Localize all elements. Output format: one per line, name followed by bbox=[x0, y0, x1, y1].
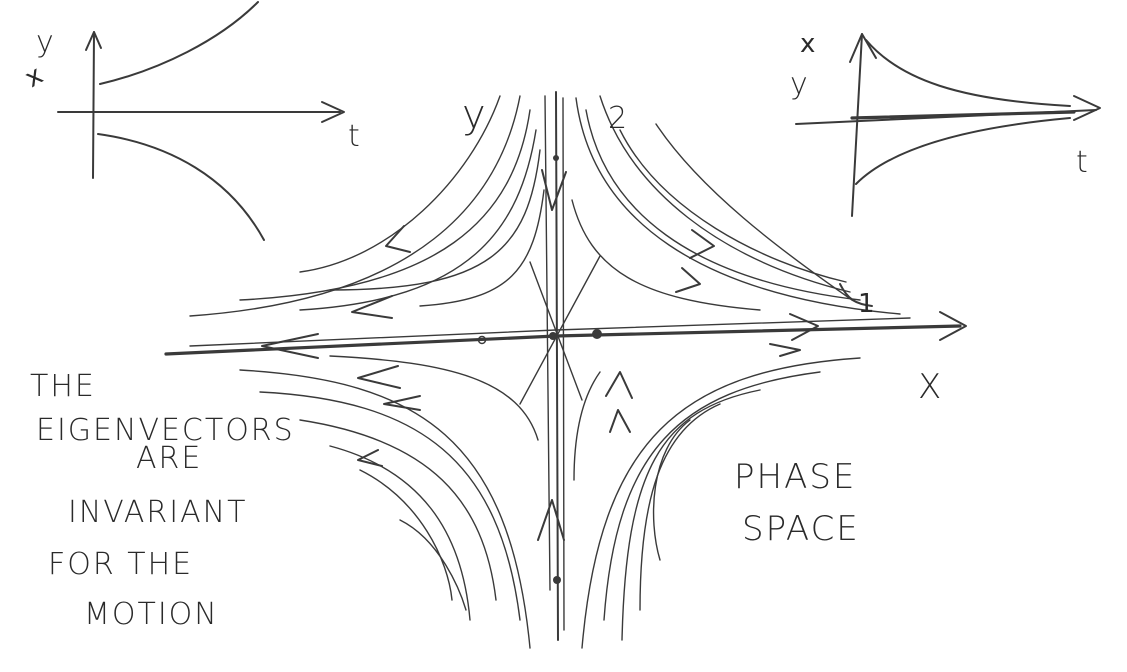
phase-x-axis-label: X bbox=[918, 367, 943, 407]
left-graph-y-label: y bbox=[36, 25, 56, 60]
horizontal-arrow-right bbox=[789, 313, 819, 341]
phase-x-axis-arrow bbox=[939, 311, 967, 341]
right-graph-y-label: y bbox=[790, 67, 810, 102]
vertical-arrow-bottom bbox=[537, 499, 565, 541]
axis-point-top bbox=[553, 155, 559, 161]
right-graph-t-arrow bbox=[1073, 95, 1101, 121]
right-graph-y-arrow bbox=[849, 33, 877, 63]
note-line-2: EIGENVECTORS bbox=[36, 413, 295, 448]
right-graph-upper-decay bbox=[865, 39, 1071, 107]
note-line-6: MOTION bbox=[84, 597, 219, 632]
upper-right-trajectories bbox=[571, 95, 901, 315]
vertical-eigenvector-axis bbox=[555, 91, 559, 641]
right-graph-y-axis bbox=[851, 33, 863, 217]
left-graph-t-arrow bbox=[321, 101, 345, 123]
note-line-1: THE bbox=[30, 369, 96, 404]
caption-line-1: PHASE bbox=[734, 457, 856, 497]
phase-y-subscript: 2 bbox=[608, 101, 629, 136]
lower-left-trajectories bbox=[239, 355, 539, 649]
phase-portrait: y 2 1 X bbox=[164, 91, 967, 649]
right-graph-x-label: x bbox=[800, 29, 815, 59]
right-graph-lower-decay bbox=[855, 117, 1071, 185]
left-time-graph: x y t bbox=[20, 1, 362, 241]
right-graph-t-label: t bbox=[1076, 145, 1090, 180]
left-graph-t-label: t bbox=[348, 119, 362, 154]
left-graph-y-arrow bbox=[85, 31, 102, 51]
left-graph-y-axis bbox=[92, 31, 95, 179]
upper-left-trajectories bbox=[189, 95, 545, 319]
phase-y-label: y bbox=[462, 92, 488, 138]
vertical-eigenvector-axis-3 bbox=[562, 97, 565, 631]
left-graph-decaying-curve bbox=[97, 133, 265, 241]
horizontal-eigenvector-axis-2 bbox=[189, 317, 911, 347]
note-line-4: INVARIANT bbox=[68, 495, 247, 530]
vertical-arrow-top bbox=[541, 169, 567, 211]
note-line-3: ARE bbox=[136, 441, 202, 476]
axis-point-left bbox=[477, 335, 487, 345]
phase-space-caption: PHASE SPACE bbox=[734, 457, 860, 549]
axis-point-right bbox=[592, 329, 602, 339]
axis-point-bottom bbox=[553, 576, 561, 584]
note-line-5: FOR THE bbox=[48, 547, 193, 582]
left-graph-growing-curve bbox=[99, 1, 259, 85]
origin-diagonal-2 bbox=[529, 261, 583, 401]
caption-line-2: SPACE bbox=[742, 509, 860, 549]
lower-right-trajectories bbox=[573, 343, 861, 649]
origin-diagonal-1 bbox=[519, 255, 601, 405]
horizontal-arrow-left bbox=[261, 333, 319, 359]
left-graph-x-label: x bbox=[20, 60, 48, 94]
origin-fixed-point bbox=[549, 332, 557, 340]
phase-x-subscript: 1 bbox=[858, 289, 875, 319]
eigenvector-note: THE EIGENVECTORS ARE INVARIANT FOR THE M… bbox=[30, 369, 295, 632]
right-graph-zero-line bbox=[850, 110, 1076, 120]
right-time-graph: x y t bbox=[790, 29, 1101, 217]
